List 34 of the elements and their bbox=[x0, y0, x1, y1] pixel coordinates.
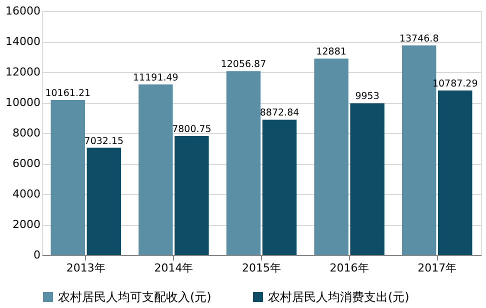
bar bbox=[262, 120, 297, 255]
data-label: 12881 bbox=[316, 46, 346, 58]
bar bbox=[350, 103, 384, 255]
bar bbox=[438, 90, 472, 255]
bar bbox=[174, 136, 209, 255]
bar bbox=[138, 84, 173, 255]
x-tick-label: 2013年 bbox=[66, 262, 106, 274]
x-tick-label: 2015年 bbox=[242, 262, 281, 274]
y-tick-label: 10000 bbox=[6, 96, 40, 109]
x-tick-label: 2014年 bbox=[154, 262, 194, 274]
legend-label: 农村居民人均消费支出(元) bbox=[268, 290, 410, 304]
data-label: 9953 bbox=[355, 91, 380, 102]
y-tick-label: 6000 bbox=[12, 157, 40, 170]
x-tick-label: 2016年 bbox=[330, 262, 369, 274]
legend-label: 农村居民人均可支配收入(元) bbox=[58, 290, 212, 304]
data-label: 10161.21 bbox=[45, 88, 91, 100]
x-tick-label: 2017年 bbox=[418, 262, 457, 274]
y-tick-label: 0 bbox=[34, 248, 40, 262]
y-tick-label: 4000 bbox=[12, 188, 40, 200]
bar bbox=[50, 100, 85, 255]
y-tick-label: 2000 bbox=[12, 218, 40, 231]
data-label: 12056.87 bbox=[220, 59, 266, 70]
data-label: 7800.75 bbox=[172, 124, 212, 136]
y-tick-label: 16000 bbox=[6, 4, 40, 18]
bar bbox=[314, 58, 348, 255]
data-label: 8872.84 bbox=[260, 108, 300, 119]
y-tick-label: 14000 bbox=[6, 35, 40, 48]
data-label: 11191.49 bbox=[133, 72, 178, 84]
data-label: 7032.15 bbox=[84, 136, 124, 147]
data-label: 13746.8 bbox=[399, 33, 439, 44]
y-tick-label: 8000 bbox=[12, 126, 40, 140]
y-tick-label: 12000 bbox=[6, 66, 40, 78]
bar bbox=[226, 71, 261, 255]
bar bbox=[86, 148, 122, 255]
